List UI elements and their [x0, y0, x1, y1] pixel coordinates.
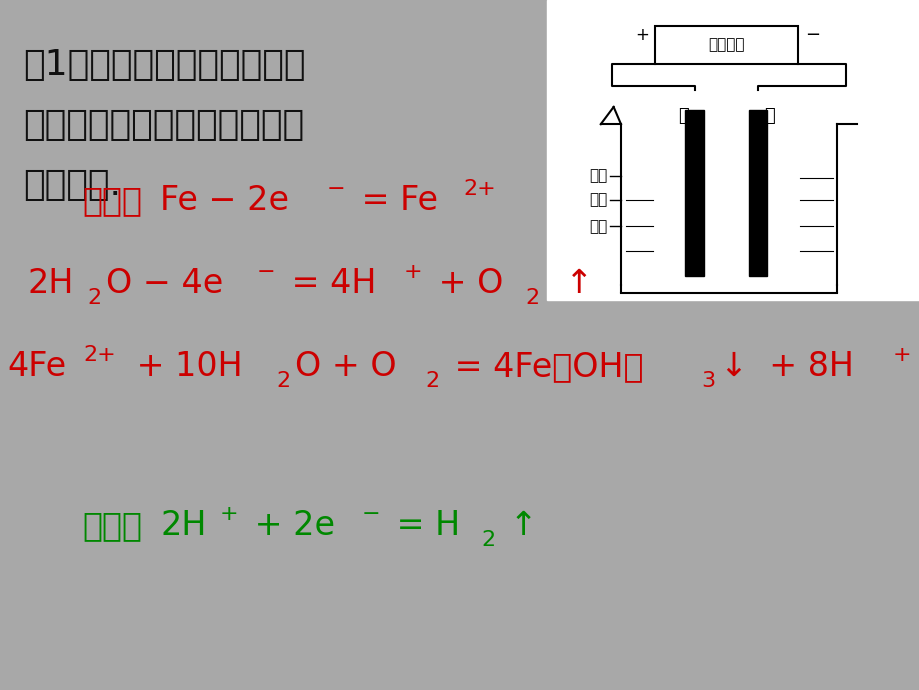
Text: −: −	[256, 262, 276, 282]
Text: = 4Fe（OH）: = 4Fe（OH）	[444, 350, 642, 383]
Text: 2+: 2+	[462, 179, 495, 199]
Bar	[547, 0, 919, 300]
Text: −: −	[804, 26, 819, 43]
Text: 2: 2	[481, 530, 494, 550]
Text: 铁片: 铁片	[588, 168, 607, 184]
Text: = Fe: = Fe	[350, 184, 437, 217]
Bar	[685, 110, 703, 276]
Text: 直流电源: 直流电源	[708, 37, 744, 52]
Text: +: +	[220, 504, 238, 524]
Text: 2: 2	[276, 371, 290, 391]
Text: 2: 2	[525, 288, 539, 308]
Text: = 4H: = 4H	[280, 267, 376, 300]
Text: 2: 2	[87, 288, 101, 308]
Text: 阴极：: 阴极：	[83, 509, 142, 542]
Text: −: −	[361, 504, 380, 524]
Text: −: −	[326, 179, 345, 199]
Text: 阴: 阴	[763, 107, 774, 125]
Text: ↑: ↑	[543, 267, 592, 300]
Text: 2+: 2+	[84, 345, 117, 365]
Text: +: +	[403, 262, 422, 282]
Text: 阳: 阳	[677, 107, 688, 125]
Bar	[654, 26, 798, 64]
Text: 阳极：: 阳极：	[83, 184, 142, 217]
Text: 极区和阴极区上各自发生的电: 极区和阴极区上各自发生的电	[23, 108, 304, 142]
Text: O − 4e: O − 4e	[106, 267, 222, 300]
Text: ↓  + 8H: ↓ + 8H	[719, 350, 853, 383]
Text: 污水: 污水	[588, 219, 607, 234]
Text: Fe − 2e: Fe − 2e	[160, 184, 289, 217]
Bar	[748, 110, 766, 276]
Text: 2: 2	[425, 371, 439, 391]
Text: 2H: 2H	[28, 267, 74, 300]
Text: ↑: ↑	[499, 509, 538, 542]
Text: + 10H: + 10H	[126, 350, 243, 383]
Text: +: +	[634, 26, 649, 43]
Text: + 2e: + 2e	[244, 509, 335, 542]
Text: +: +	[891, 345, 910, 365]
Text: + O: + O	[427, 267, 503, 300]
Text: 极反应式.: 极反应式.	[23, 168, 121, 202]
Text: 2H: 2H	[160, 509, 207, 542]
Text: 4Fe: 4Fe	[7, 350, 66, 383]
Text: 3: 3	[700, 371, 715, 391]
Text: O + O: O + O	[294, 350, 396, 383]
Text: = H: = H	[385, 509, 460, 542]
Text: 铝片: 铝片	[588, 193, 607, 208]
Text: （1）根据该净化原理写出阳: （1）根据该净化原理写出阳	[23, 48, 305, 82]
